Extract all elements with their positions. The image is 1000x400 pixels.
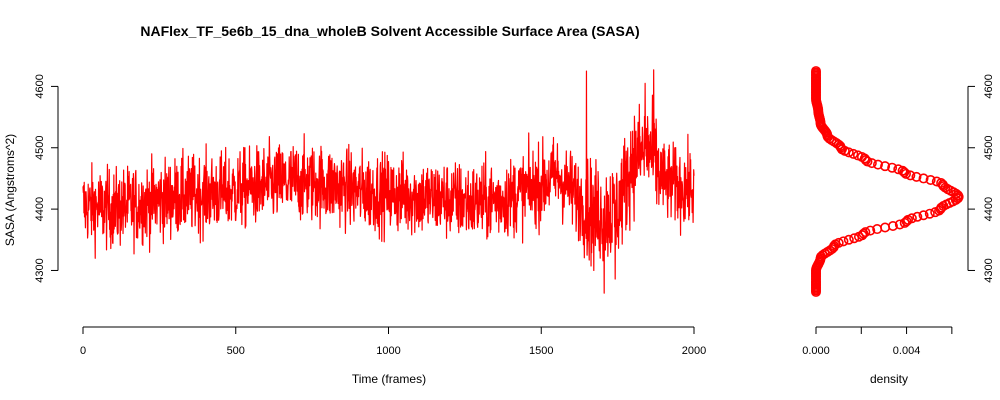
density-axis-label: density [870,372,908,386]
density-point [936,202,947,213]
density-point [911,171,922,182]
y-axis-label: SASA (Angstroms^2) [3,134,17,246]
density-point [838,236,849,247]
density-point [906,213,917,224]
sasa-series-line [82,69,695,294]
density-point [880,222,891,233]
density-point [931,176,942,187]
right-y-tick-label: 4600 [983,74,995,98]
density-point [912,211,923,222]
density-x-tick-label: 0.004 [893,345,921,357]
x-tick-label: 500 [227,345,245,357]
density-point [810,66,821,77]
density-point [852,150,863,161]
y-tick-label: 4600 [34,74,46,98]
x-tick-label: 0 [80,345,86,357]
density-point [872,159,883,170]
x-axis-label: Time (frames) [352,372,426,386]
density-point [918,173,929,184]
density-point [918,210,929,221]
density-point [893,164,904,175]
density-point [897,165,908,176]
x-tick-label: 1500 [529,345,553,357]
x-tick-label: 2000 [682,345,706,357]
right-y-tick-label: 4500 [983,136,995,160]
density-point [887,220,898,231]
density-point [848,148,859,159]
x-tick-label: 1000 [376,345,400,357]
density-point [887,162,898,173]
density-point [865,225,876,236]
y-tick-label: 4500 [34,136,46,160]
right-y-tick-label: 4300 [983,258,995,282]
density-panel: 0.000 0.004 4300 4400 4500 4600 [802,66,995,357]
density-point [880,161,891,172]
density-point [833,237,844,248]
density-point [924,208,935,219]
density-point [925,174,936,185]
y-tick-label: 4400 [34,197,46,221]
density-point [843,234,854,245]
right-y-tick-label: 4400 [983,197,995,221]
density-point [857,230,868,241]
chart-title: NAFlex_TF_5e6b_15_dna_wholeB Solvent Acc… [140,23,639,39]
density-x-tick-label: 0.000 [802,345,830,357]
density-point [901,216,912,227]
y-tick-label: 4300 [34,258,46,282]
density-point [936,178,947,189]
timeseries-panel: 0 500 1000 1500 2000 4300 4400 4500 4600 [34,69,706,357]
density-point [860,227,871,238]
